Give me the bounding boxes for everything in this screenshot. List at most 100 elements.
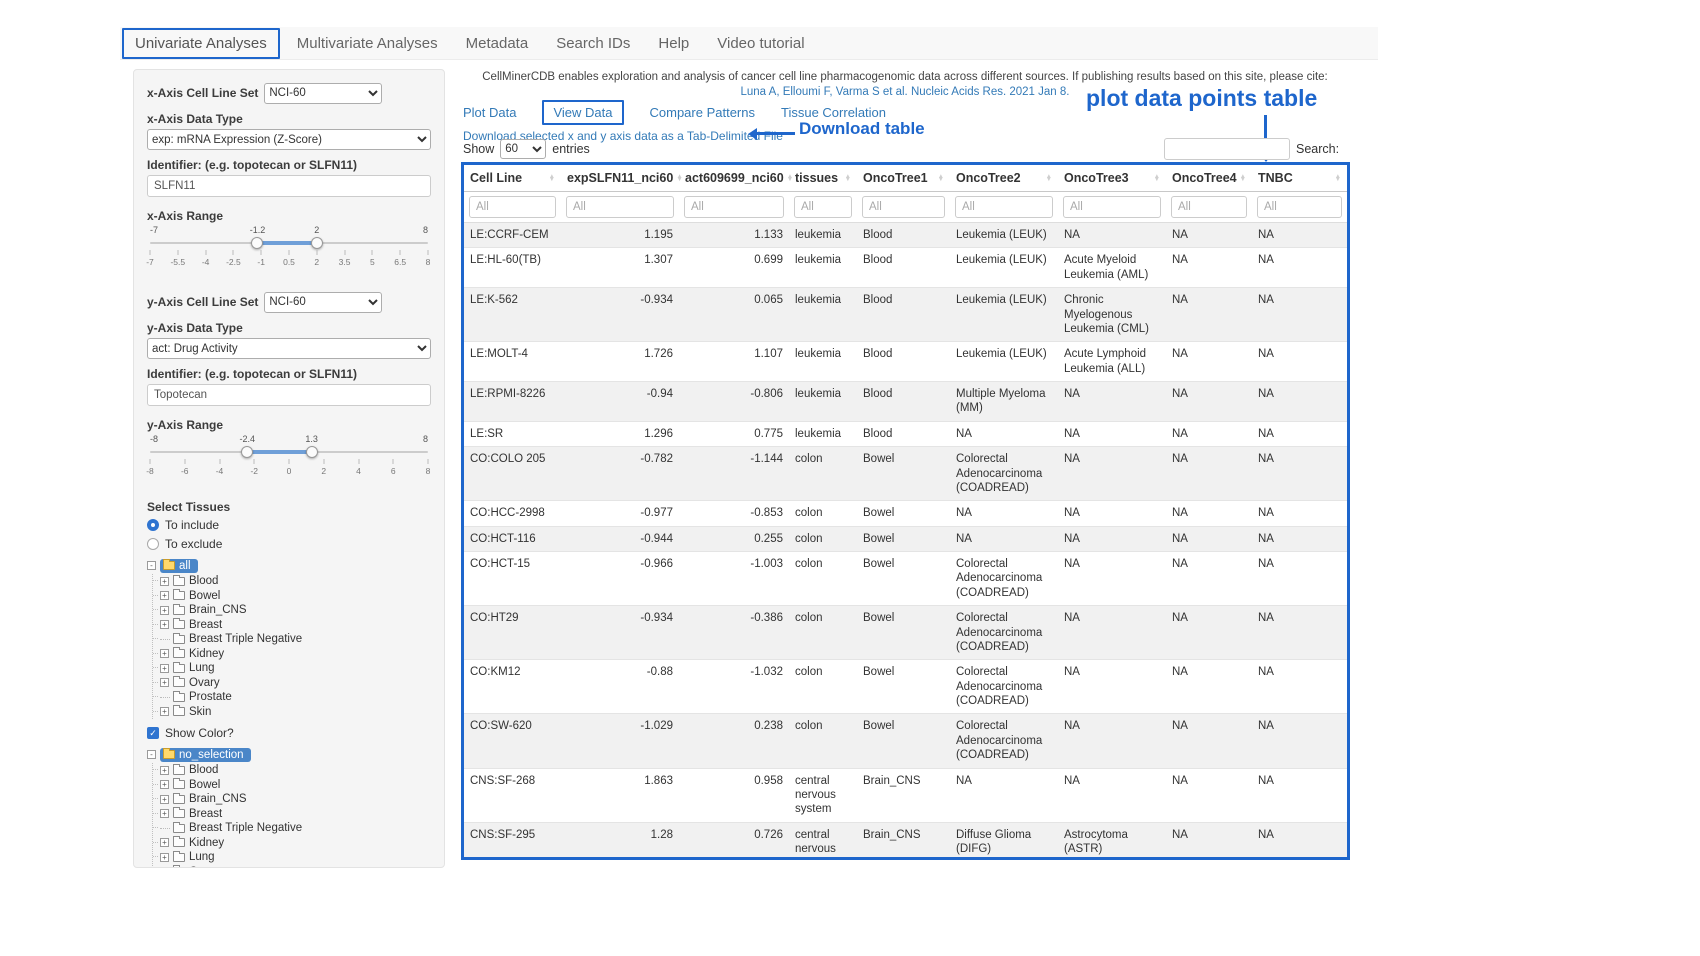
expand-icon[interactable]: + — [160, 838, 169, 848]
exclude-tissue-bowel[interactable]: + Bowel — [153, 778, 431, 793]
citation-link[interactable]: Luna A, Elloumi F, Varma S et al. Nuclei… — [740, 86, 1070, 98]
col-header-cell-line[interactable]: Cell Line ▲ ▼ — [464, 165, 561, 192]
exclude-tissue-breast-triple-negative[interactable]: Breast Triple Negative — [153, 821, 431, 836]
expand-icon[interactable]: + — [160, 780, 169, 790]
filter-input-expslfn11-nci60[interactable] — [566, 196, 674, 218]
expand-icon[interactable]: + — [160, 852, 169, 862]
table-row-co-ht29[interactable]: CO:HT29 -0.934 -0.386 colon Bowel Colorectal … — [464, 605, 1347, 660]
filter-input-oncotree2[interactable] — [955, 196, 1053, 218]
cell-oncotree3: NA — [1058, 605, 1166, 660]
filter-input-cell-line[interactable] — [469, 196, 556, 218]
col-header-oncotree2[interactable]: OncoTree2 ▲ ▼ — [950, 165, 1058, 192]
exclude-tree-root[interactable]: - no_selection — [147, 746, 431, 763]
exclude-tissue-breast[interactable]: + Breast — [153, 807, 431, 822]
nav-tab-video-tutorial[interactable]: Video tutorial — [717, 34, 805, 52]
include-tissue-breast[interactable]: + Breast — [153, 618, 431, 633]
table-row-le-ccrf-cem[interactable]: LE:CCRF-CEM 1.195 1.133 leukemia Blood Leukem… — [464, 221, 1347, 248]
table-row-le-rpmi-8226[interactable]: LE:RPMI-8226 -0.94 -0.806 leukemia Blood Mult… — [464, 381, 1347, 422]
expand-icon[interactable]: + — [160, 620, 169, 630]
filter-input-oncotree1[interactable] — [862, 196, 945, 218]
cell-tnbc: NA — [1252, 381, 1347, 422]
include-tissue-kidney[interactable]: + Kidney — [153, 647, 431, 662]
y-identifier-input[interactable] — [147, 384, 431, 406]
tab-compare-patterns[interactable]: Compare Patterns — [649, 104, 756, 120]
exclude-tissue-lung[interactable]: + Lung — [153, 850, 431, 865]
y-range-slider[interactable]: -8 -2.4 1.3 8 -8 -6 -4 -2 0 2 4 6 8 — [146, 434, 431, 476]
filter-input-tnbc[interactable] — [1257, 196, 1342, 218]
col-header-oncotree4[interactable]: OncoTree4 ▲ ▼ — [1166, 165, 1252, 192]
filter-input-oncotree3[interactable] — [1063, 196, 1161, 218]
y-cell-line-set-select[interactable]: NCI-60 — [264, 291, 383, 313]
col-header-tissues[interactable]: tissues ▲ ▼ — [789, 165, 857, 192]
nav-tab-univariate-analyses[interactable]: Univariate Analyses — [122, 27, 280, 59]
table-row-co-sw-620[interactable]: CO:SW-620 -1.029 0.238 colon Bowel Colorectal… — [464, 713, 1347, 768]
include-tissue-breast-triple-negative[interactable]: Breast Triple Negative — [153, 632, 431, 647]
exclude-tissue-brain-cns[interactable]: + Brain_CNS — [153, 792, 431, 807]
col-header-act609699-nci60[interactable]: act609699_nci60 ▲ ▼ — [679, 165, 793, 192]
x-range-slider[interactable]: -7 -1.2 2 8 -7 -5.5 -4 -2.5 -1 0.5 2 3.5 5 6.5 8 — [146, 225, 431, 267]
table-row-co-hct-116[interactable]: CO:HCT-116 -0.944 0.255 colon Bowel NA NA NA NA — [464, 525, 1347, 552]
exclude-tissue-ovary[interactable]: +Ovary — [153, 865, 431, 868]
expand-icon[interactable]: + — [160, 649, 169, 659]
radio-to-exclude[interactable]: To exclude — [147, 536, 431, 552]
collapse-icon[interactable]: - — [147, 750, 156, 759]
search-input[interactable] — [1164, 138, 1290, 160]
col-header-oncotree1[interactable]: OncoTree1 ▲ ▼ — [857, 165, 950, 192]
show-color-checkbox[interactable]: ✓ Show Color? — [147, 725, 431, 741]
nav-tab-search-ids[interactable]: Search IDs — [556, 34, 631, 52]
y-data-type-select[interactable]: act: Drug Activity — [147, 338, 431, 359]
slider-handle-to[interactable] — [310, 237, 323, 249]
table-row-cns-sf-268[interactable]: CNS:SF-268 1.863 0.958 central nervous syst… — [464, 767, 1347, 823]
include-tree-root[interactable]: - all — [147, 557, 431, 574]
col-header-expslfn11-nci60[interactable]: expSLFN11_nci60 ▲ ▼ — [561, 165, 683, 192]
nav-tab-metadata[interactable]: Metadata — [465, 34, 529, 52]
tab-tissue-correlation[interactable]: Tissue Correlation — [781, 104, 887, 120]
exclude-tissue-kidney[interactable]: + Kidney — [153, 836, 431, 851]
table-row-co-hct-15[interactable]: CO:HCT-15 -0.966 -1.003 colon Bowel Colorecta… — [464, 550, 1347, 606]
entries-select[interactable]: 60 — [500, 139, 547, 159]
expand-icon[interactable]: + — [160, 707, 169, 717]
tab-plot-data[interactable]: Plot Data — [463, 104, 517, 120]
filter-input-act609699-nci60[interactable] — [684, 196, 784, 218]
slider-handle-to[interactable] — [305, 446, 318, 458]
expand-icon[interactable]: + — [160, 809, 169, 819]
table-row-co-hcc-2998[interactable]: CO:HCC-2998 -0.977 -0.853 colon Bowel NA NA NA N… — [464, 500, 1347, 527]
expand-icon[interactable]: + — [160, 678, 169, 688]
x-data-type-select[interactable]: exp: mRNA Expression (Z-Score) — [147, 129, 431, 150]
col-header-tnbc[interactable]: TNBC ▲ ▼ — [1252, 165, 1347, 192]
include-tissue-blood[interactable]: + Blood — [153, 574, 431, 589]
include-tissue-bowel[interactable]: + Bowel — [153, 589, 431, 604]
tab-view-data[interactable]: View Data — [542, 99, 624, 125]
expand-icon[interactable]: + — [160, 765, 169, 775]
col-header-oncotree3[interactable]: OncoTree3 ▲ ▼ — [1058, 165, 1166, 192]
expand-icon[interactable]: + — [160, 663, 169, 673]
nav-tab-help[interactable]: Help — [658, 34, 690, 52]
radio-to-include[interactable]: To include — [147, 517, 431, 533]
x-identifier-input[interactable] — [147, 175, 431, 197]
exclude-tissue-blood[interactable]: + Blood — [153, 763, 431, 778]
expand-icon[interactable]: + — [160, 591, 169, 601]
include-tissue-brain-cns[interactable]: + Brain_CNS — [153, 603, 431, 618]
expand-icon[interactable]: + — [160, 605, 169, 615]
expand-icon[interactable]: + — [160, 794, 169, 804]
table-row-le-molt-4[interactable]: LE:MOLT-4 1.726 1.107 leukemia Blood Leukemia… — [464, 341, 1347, 382]
table-row-co-colo-205[interactable]: CO:COLO 205 -0.782 -1.144 colon Bowel Colorec… — [464, 446, 1347, 501]
table-row-co-km12[interactable]: CO:KM12 -0.88 -1.032 colon Bowel Colorectal A… — [464, 659, 1347, 714]
include-tissue-prostate[interactable]: Prostate — [153, 690, 431, 705]
nav-tab-multivariate-analyses[interactable]: Multivariate Analyses — [296, 34, 438, 52]
collapse-icon[interactable]: - — [147, 561, 156, 570]
table-row-le-sr[interactable]: LE:SR 1.296 0.775 leukemia Blood NA NA NA NA — [464, 420, 1347, 447]
include-tissue-ovary[interactable]: + Ovary — [153, 676, 431, 691]
filter-input-tissues[interactable] — [794, 196, 852, 218]
slider-handle-from[interactable] — [241, 446, 254, 458]
slider-handle-from[interactable] — [251, 237, 264, 249]
expand-icon[interactable]: + — [160, 576, 169, 586]
include-tissue-skin[interactable]: + Skin — [153, 705, 431, 720]
table-row-le-k-562[interactable]: LE:K-562 -0.934 0.065 leukemia Blood Leukemia… — [464, 287, 1347, 342]
expand-icon[interactable]: + — [160, 867, 169, 868]
table-row-le-hl-60-tb[interactable]: LE:HL-60(TB) 1.307 0.699 leukemia Blood Leuke… — [464, 247, 1347, 288]
filter-input-oncotree4[interactable] — [1171, 196, 1247, 218]
include-tissue-lung[interactable]: + Lung — [153, 661, 431, 676]
x-cell-line-set-select[interactable]: NCI-60 — [264, 82, 383, 104]
